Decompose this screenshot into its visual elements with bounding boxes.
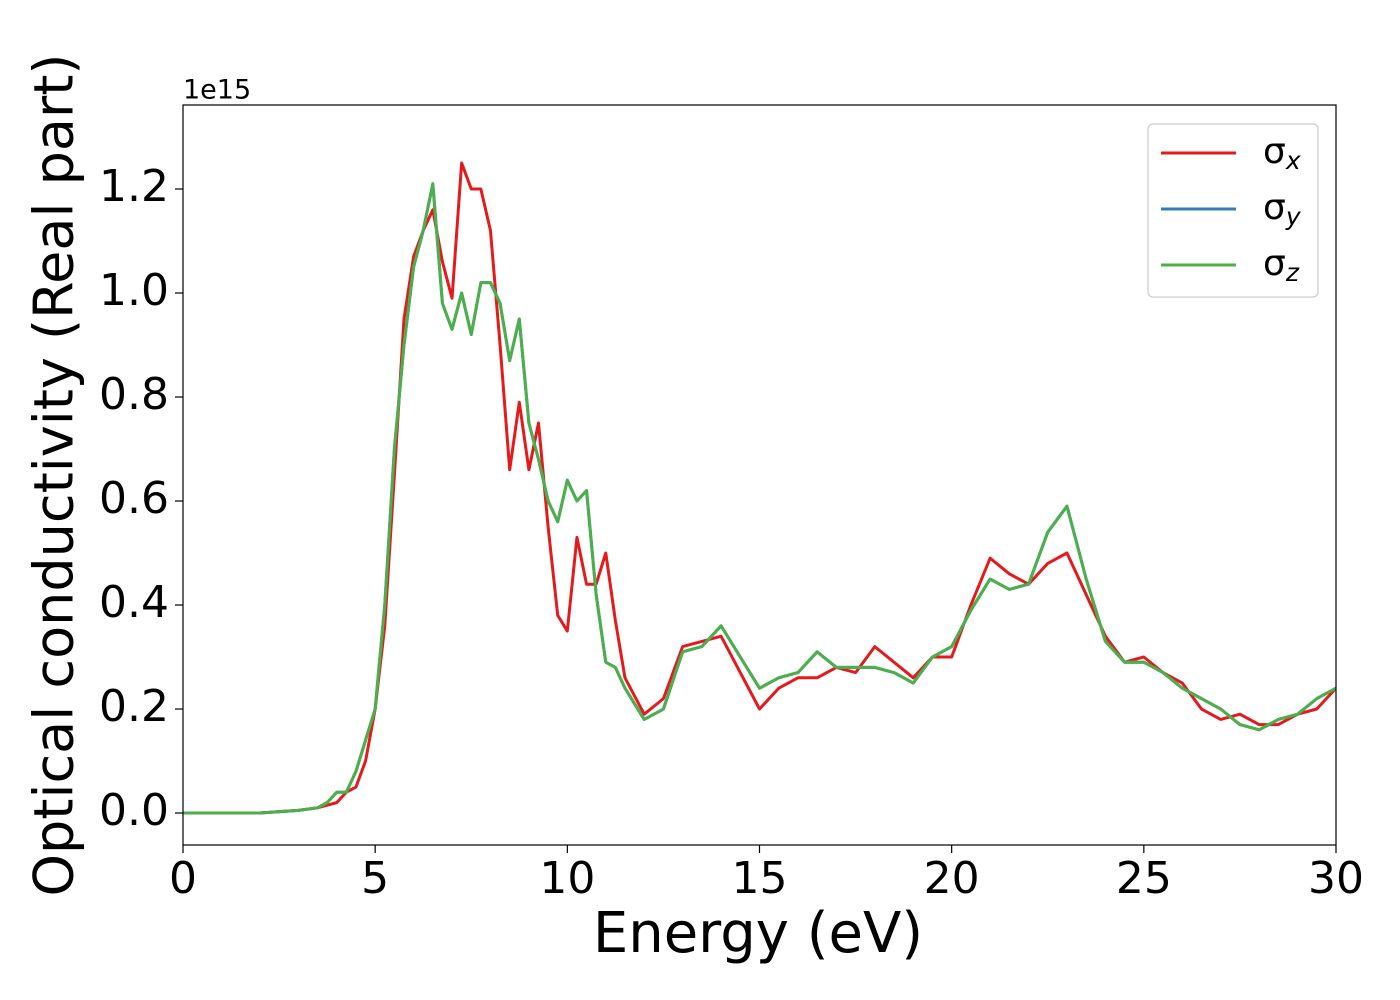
plot-frame: [182, 104, 1337, 846]
x-tick-label: 10: [539, 853, 595, 904]
y-tick-label: 0.6: [99, 473, 169, 524]
series-line: [183, 182, 1336, 815]
y-tick-label: 0.8: [99, 369, 169, 420]
y-offset-label: 1e15: [183, 75, 251, 106]
x-tick-label: 15: [732, 853, 788, 904]
x-tick-label: 0: [169, 853, 197, 904]
x-tick-label: 25: [1116, 853, 1172, 904]
legend-label: σx: [1263, 131, 1301, 175]
legend-label: σz: [1263, 243, 1300, 287]
y-tick-label: 0.2: [99, 681, 169, 732]
x-axis-label: Energy (eV): [593, 901, 923, 966]
legend-label: σy: [1263, 187, 1302, 231]
x-tick-label: 5: [361, 853, 389, 904]
y-tick-label: 0.0: [99, 785, 169, 836]
x-tick-label: 20: [924, 853, 980, 904]
y-tick-label: 1.0: [99, 265, 169, 316]
y-tick-label: 1.2: [99, 161, 169, 212]
y-tick-label: 0.4: [99, 577, 169, 628]
y-axis-label: Optical conductivity (Real part): [23, 54, 86, 897]
x-tick-label: 30: [1308, 853, 1364, 904]
